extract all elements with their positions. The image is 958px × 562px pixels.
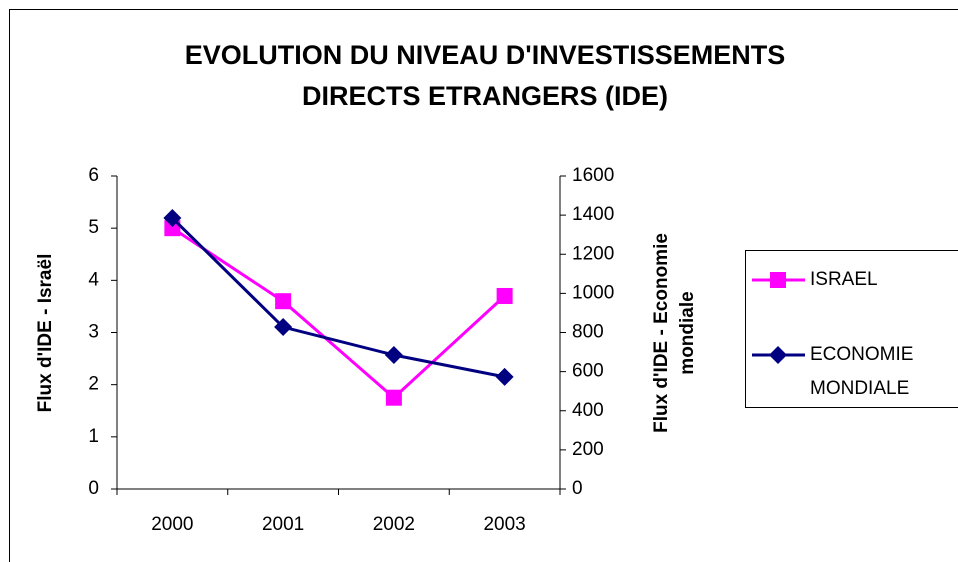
x-tick-label: 2001 bbox=[262, 514, 304, 535]
y2-tick-label: 200 bbox=[572, 439, 604, 460]
marker bbox=[769, 346, 787, 364]
y2-tick-label: 1600 bbox=[572, 165, 614, 186]
series-line bbox=[171, 216, 505, 379]
y-tick-label: 2 bbox=[88, 374, 99, 395]
marker bbox=[274, 318, 293, 337]
marker bbox=[385, 389, 402, 406]
y-tick-label: 4 bbox=[88, 269, 99, 290]
legend-label: ECONOMIE MONDIALE bbox=[810, 344, 913, 399]
y2-tick-label: 600 bbox=[572, 361, 604, 382]
marker bbox=[275, 293, 292, 310]
y2-axis-title: Flux d'IDE - Economie bbox=[651, 233, 672, 433]
marker bbox=[770, 272, 786, 288]
y2-tick-label: 1400 bbox=[572, 204, 614, 225]
y2-tick-label: 1200 bbox=[572, 243, 614, 264]
marker bbox=[163, 209, 182, 228]
marker bbox=[384, 345, 403, 364]
chart-title: EVOLUTION DU NIVEAU D'INVESTISSEMENTS bbox=[185, 40, 786, 70]
y-tick-label: 0 bbox=[88, 478, 99, 499]
marker bbox=[495, 367, 514, 386]
y2-tick-label: 1000 bbox=[572, 282, 614, 303]
x-tick-label: 2003 bbox=[483, 514, 525, 535]
y-tick-label: 1 bbox=[88, 426, 99, 447]
y2-tick-label: 0 bbox=[572, 478, 583, 499]
x-tick-label: 2002 bbox=[373, 514, 415, 535]
marker bbox=[164, 220, 181, 237]
marker bbox=[496, 287, 513, 304]
y2-tick-label: 800 bbox=[572, 322, 604, 343]
y-tick-label: 5 bbox=[88, 217, 99, 238]
chart-title: DIRECTS ETRANGERS (IDE) bbox=[302, 81, 668, 111]
y-tick-label: 6 bbox=[88, 165, 99, 186]
x-tick-label: 2000 bbox=[151, 514, 193, 535]
legend-label: ISRAEL bbox=[810, 269, 878, 290]
y2-axis-title: mondiale bbox=[677, 291, 698, 374]
y-axis-title: Flux d'IDE - Israël bbox=[35, 254, 56, 413]
series-line bbox=[171, 226, 506, 400]
y2-tick-label: 400 bbox=[572, 400, 604, 421]
y-tick-label: 3 bbox=[88, 322, 99, 343]
